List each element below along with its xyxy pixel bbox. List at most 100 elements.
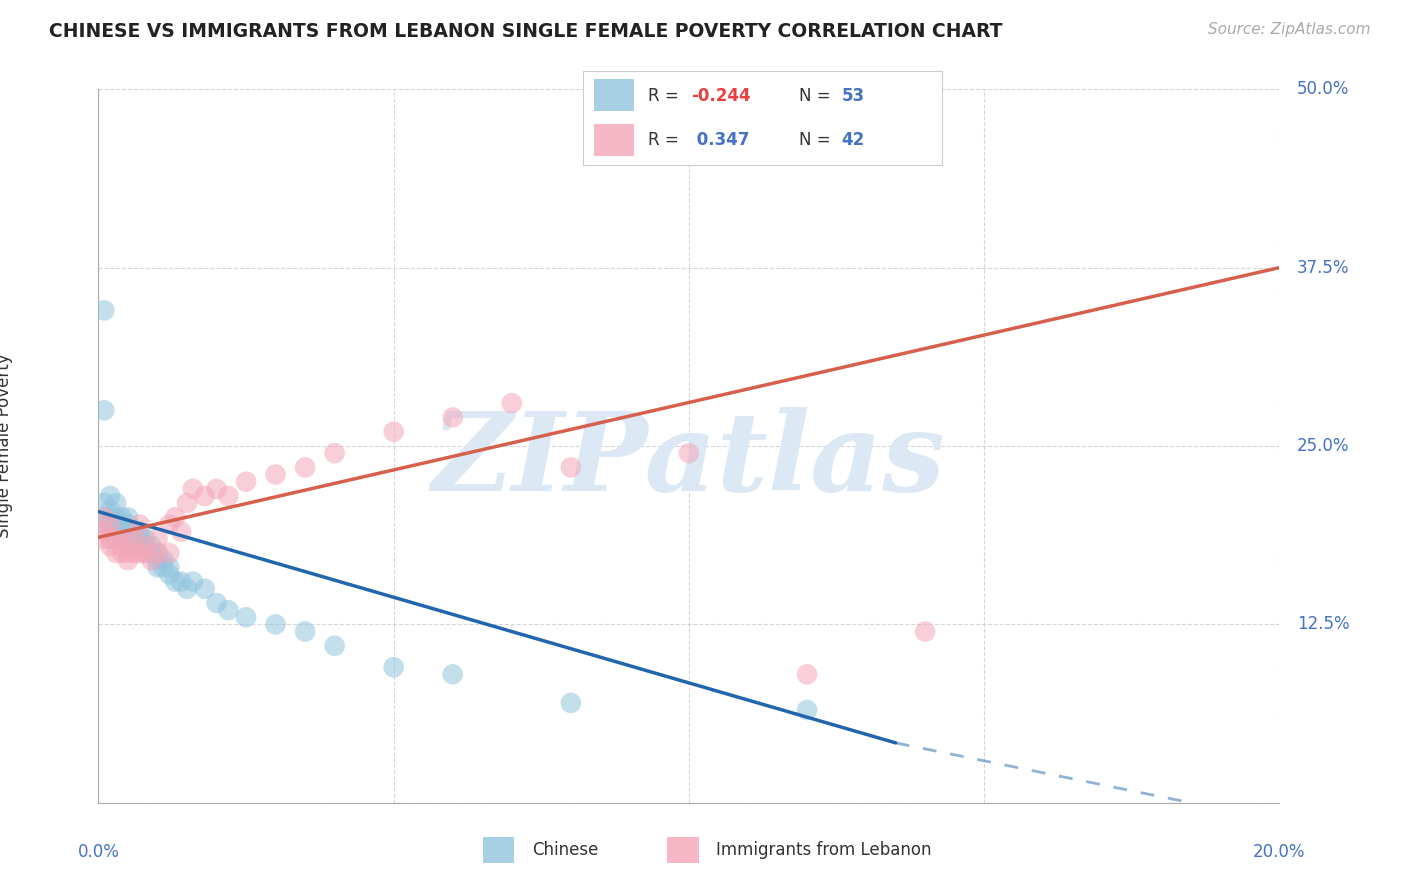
Point <box>323 446 346 460</box>
Text: R =: R = <box>648 87 685 104</box>
Point <box>157 567 180 582</box>
Point <box>157 517 180 532</box>
Point <box>98 532 121 546</box>
Point <box>560 460 582 475</box>
Point <box>111 546 134 560</box>
Text: Source: ZipAtlas.com: Source: ZipAtlas.com <box>1208 22 1371 37</box>
Text: 12.5%: 12.5% <box>1298 615 1350 633</box>
Text: 37.5%: 37.5% <box>1298 259 1350 277</box>
Point <box>194 489 217 503</box>
Point <box>93 510 115 524</box>
Bar <box>595 78 634 111</box>
Point <box>111 517 134 532</box>
Text: ZIPatlas: ZIPatlas <box>432 407 946 514</box>
Point <box>176 496 198 510</box>
Point <box>105 532 128 546</box>
Point <box>217 489 239 503</box>
Point <box>105 496 128 510</box>
Point <box>176 582 198 596</box>
Point <box>264 617 287 632</box>
Point <box>128 524 150 539</box>
Text: 25.0%: 25.0% <box>1298 437 1350 455</box>
Point <box>135 546 157 560</box>
Point <box>135 546 157 560</box>
Point <box>98 539 121 553</box>
Point <box>98 510 121 524</box>
Point <box>217 603 239 617</box>
Point <box>157 560 180 574</box>
Point <box>294 624 316 639</box>
Point <box>98 503 121 517</box>
Text: 53: 53 <box>842 87 865 104</box>
Point <box>796 667 818 681</box>
Point <box>135 539 157 553</box>
Point <box>128 546 150 560</box>
Bar <box>595 124 634 156</box>
Point <box>146 546 169 560</box>
Point <box>122 532 145 546</box>
Text: 0.347: 0.347 <box>692 131 749 149</box>
Point <box>141 539 163 553</box>
Point <box>117 553 139 567</box>
Point <box>181 482 204 496</box>
Point <box>122 546 145 560</box>
Point <box>501 396 523 410</box>
Point <box>111 539 134 553</box>
Point <box>122 532 145 546</box>
Point <box>382 425 405 439</box>
Point <box>796 703 818 717</box>
Text: Chinese: Chinese <box>531 841 599 859</box>
Text: R =: R = <box>648 131 685 149</box>
Text: -0.244: -0.244 <box>692 87 751 104</box>
Point <box>117 510 139 524</box>
Point <box>194 582 217 596</box>
Point <box>98 517 121 532</box>
Point <box>128 539 150 553</box>
Point <box>146 546 169 560</box>
Point <box>93 403 115 417</box>
Point <box>117 546 139 560</box>
Point <box>157 546 180 560</box>
Point <box>93 524 115 539</box>
Point <box>205 596 228 610</box>
Point <box>181 574 204 589</box>
Point <box>128 532 150 546</box>
Bar <box>482 837 515 863</box>
Point <box>235 610 257 624</box>
Point <box>165 510 187 524</box>
Text: N =: N = <box>799 131 835 149</box>
Point <box>146 560 169 574</box>
Point <box>122 539 145 553</box>
Text: 42: 42 <box>842 131 865 149</box>
Bar <box>666 837 699 863</box>
Text: 20.0%: 20.0% <box>1253 843 1306 861</box>
Point <box>122 524 145 539</box>
Point <box>117 532 139 546</box>
Point <box>135 539 157 553</box>
Point <box>117 517 139 532</box>
Point <box>117 524 139 539</box>
Point <box>170 524 193 539</box>
Point <box>135 532 157 546</box>
Text: 50.0%: 50.0% <box>1298 80 1350 98</box>
Point <box>235 475 257 489</box>
Point <box>141 546 163 560</box>
Point <box>560 696 582 710</box>
Point <box>382 660 405 674</box>
Point <box>111 532 134 546</box>
Point <box>111 510 134 524</box>
Point <box>105 532 128 546</box>
Point <box>205 482 228 496</box>
Point <box>117 532 139 546</box>
Text: N =: N = <box>799 87 835 104</box>
Point <box>146 532 169 546</box>
Text: Single Female Poverty: Single Female Poverty <box>0 354 13 538</box>
Point <box>323 639 346 653</box>
Text: CHINESE VS IMMIGRANTS FROM LEBANON SINGLE FEMALE POVERTY CORRELATION CHART: CHINESE VS IMMIGRANTS FROM LEBANON SINGL… <box>49 22 1002 41</box>
Point <box>294 460 316 475</box>
Point <box>441 667 464 681</box>
Point <box>93 510 115 524</box>
Point <box>678 446 700 460</box>
Point <box>170 574 193 589</box>
Point <box>105 546 128 560</box>
